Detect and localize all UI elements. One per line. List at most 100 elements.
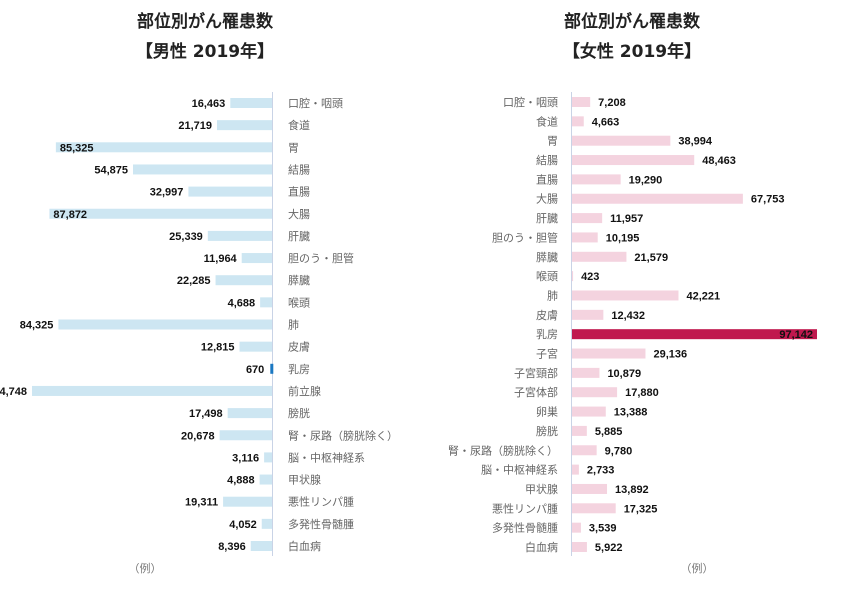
- male-bar: [207, 230, 272, 241]
- female-bar: [572, 213, 603, 224]
- female-bar: [572, 97, 591, 107]
- male-category-label: 胃: [288, 141, 299, 154]
- female-category-label: 悪性リンパ腫: [492, 501, 558, 515]
- male-bar: [223, 496, 272, 507]
- male-bar: [55, 142, 272, 153]
- male-value-label: 84,325: [20, 320, 54, 332]
- male-category-label: 胆のう・胆管: [288, 251, 354, 265]
- female-chart: 部位別がん罹患数 【女性 2019年】 7,208 口腔・咽頭 4,663 食道 38,…: [448, 11, 817, 575]
- female-category-label: 胆のう・胆管: [492, 230, 558, 244]
- female-value-label: 10,879: [607, 368, 641, 380]
- female-bar: [572, 483, 608, 494]
- female-bar: [572, 271, 574, 282]
- male-value-label: 12,815: [201, 342, 235, 354]
- female-category-label: 乳房: [536, 328, 558, 341]
- female-value-label: 4,663: [592, 116, 620, 128]
- female-category-label: 直腸: [536, 172, 558, 186]
- female-category-label: 食道: [536, 114, 558, 128]
- male-category-label: 大腸: [288, 207, 310, 221]
- female-category-label: 喉頭: [536, 270, 558, 283]
- female-value-label: 38,994: [678, 136, 713, 148]
- male-value-label: 4,052: [229, 519, 257, 531]
- female-value-label: 5,885: [595, 426, 623, 438]
- female-bar: [572, 193, 743, 204]
- female-value-label: 97,142: [779, 329, 813, 341]
- male-bar: [49, 208, 273, 219]
- male-category-label: 膵臓: [288, 274, 310, 287]
- male-bar: [188, 186, 272, 197]
- female-category-label: 胃: [547, 135, 558, 148]
- male-category-label: 白血病: [288, 539, 321, 553]
- female-value-label: 9,780: [605, 445, 633, 457]
- male-value-label: 670: [246, 364, 264, 376]
- female-bar: [572, 522, 581, 533]
- male-bar: [270, 363, 274, 374]
- female-value-label: 3,539: [589, 523, 617, 535]
- male-note: （例）: [129, 561, 162, 575]
- male-category-label: 食道: [288, 118, 310, 132]
- female-value-label: 21,579: [634, 252, 668, 264]
- female-note: （例）: [681, 561, 714, 575]
- female-value-label: 5,922: [595, 542, 623, 554]
- male-category-label: 喉頭: [288, 296, 310, 309]
- female-category-label: 肝臓: [536, 212, 558, 225]
- male-bar: [32, 385, 272, 396]
- male-bar: [227, 408, 272, 419]
- male-bar: [216, 120, 272, 131]
- female-bar: [572, 116, 584, 127]
- male-value-label: 22,285: [177, 275, 211, 287]
- female-value-label: 48,463: [702, 155, 736, 167]
- female-category-label: 白血病: [525, 540, 558, 554]
- female-bar: [572, 387, 618, 398]
- female-value-label: 7,208: [598, 97, 626, 109]
- male-value-label: 8,396: [218, 541, 246, 553]
- female-category-label: 肺: [547, 289, 558, 302]
- female-bar: [572, 309, 604, 320]
- male-title-line1: 部位別がん罹患数: [137, 11, 274, 32]
- female-bar: [572, 445, 597, 456]
- female-bar: [572, 155, 695, 166]
- male-category-label: 悪性リンパ腫: [288, 495, 354, 509]
- female-bar: [572, 425, 587, 436]
- male-value-label: 4,688: [228, 297, 256, 309]
- male-category-label: 肺: [288, 319, 299, 332]
- male-bar: [259, 474, 272, 485]
- male-category-label: 多発性骨髄腫: [288, 517, 354, 531]
- male-value-label: 11,964: [204, 253, 238, 265]
- female-bar: [572, 503, 616, 514]
- male-category-label: 乳房: [288, 363, 310, 376]
- male-value-label: 16,463: [192, 98, 226, 110]
- female-value-label: 29,136: [653, 349, 687, 361]
- male-bar: [230, 98, 272, 108]
- male-value-label: 32,997: [150, 187, 184, 199]
- female-bar: [572, 329, 817, 340]
- male-value-label: 3,116: [232, 452, 259, 464]
- female-value-label: 10,195: [606, 232, 640, 244]
- male-chart: 部位別がん罹患数 【男性 2019年】 16,463 口腔・咽頭 21,719 食道 8…: [0, 11, 398, 575]
- female-title-line2: 【女性 2019年】: [563, 41, 701, 62]
- female-value-label: 2,733: [587, 465, 615, 477]
- male-category-label: 膀胱: [288, 406, 310, 420]
- male-category-label: 前立腺: [288, 384, 321, 398]
- female-category-label: 子宮体部: [514, 385, 558, 399]
- male-bar: [219, 430, 272, 441]
- female-category-label: 子宮: [536, 347, 558, 361]
- female-value-label: 423: [581, 271, 599, 283]
- male-value-label: 21,719: [178, 120, 212, 132]
- male-category-label: 甲状腺: [288, 473, 321, 487]
- male-bar: [241, 253, 272, 264]
- female-value-label: 17,325: [624, 503, 658, 515]
- female-category-label: 皮膚: [536, 308, 558, 322]
- male-value-label: 94,748: [0, 386, 27, 398]
- female-category-label: 甲状腺: [525, 482, 558, 496]
- female-value-label: 17,880: [625, 387, 659, 399]
- male-category-label: 腎・尿路（膀胱除く）: [288, 428, 398, 442]
- female-category-label: 口腔・咽頭: [503, 95, 558, 109]
- male-bar: [261, 518, 272, 529]
- female-bar: [572, 251, 627, 262]
- female-bar: [572, 542, 587, 552]
- male-value-label: 85,325: [60, 142, 94, 154]
- male-title-line2: 【男性 2019年】: [136, 41, 274, 62]
- male-value-label: 25,339: [169, 231, 203, 243]
- male-category-label: 肝臓: [288, 230, 310, 243]
